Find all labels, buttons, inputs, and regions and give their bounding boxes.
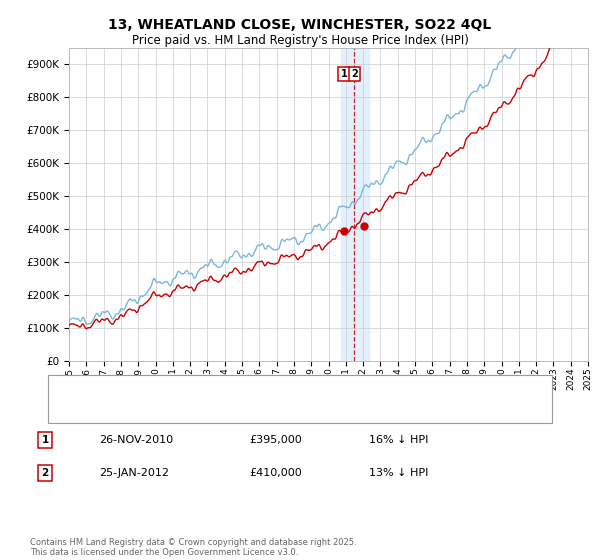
Text: 1: 1	[341, 69, 347, 79]
Text: 16% ↓ HPI: 16% ↓ HPI	[369, 435, 428, 445]
Text: Price paid vs. HM Land Registry's House Price Index (HPI): Price paid vs. HM Land Registry's House …	[131, 34, 469, 46]
Text: 13% ↓ HPI: 13% ↓ HPI	[369, 468, 428, 478]
Text: 13, WHEATLAND CLOSE, WINCHESTER, SO22 4QL: 13, WHEATLAND CLOSE, WINCHESTER, SO22 4Q…	[109, 18, 491, 32]
Text: ─────: ─────	[63, 385, 92, 395]
Text: 2: 2	[351, 69, 358, 79]
Text: £395,000: £395,000	[249, 435, 302, 445]
Text: ─────: ─────	[63, 407, 92, 417]
Text: Contains HM Land Registry data © Crown copyright and database right 2025.
This d: Contains HM Land Registry data © Crown c…	[30, 538, 356, 557]
Text: HPI: Average price, detached house, Winchester: HPI: Average price, detached house, Winc…	[93, 407, 344, 417]
Text: 26-NOV-2010: 26-NOV-2010	[99, 435, 173, 445]
Bar	[341, 48, 369, 361]
Text: 25-JAN-2012: 25-JAN-2012	[99, 468, 169, 478]
Text: 1: 1	[41, 435, 49, 445]
Text: 13, WHEATLAND CLOSE, WINCHESTER, SO22 4QL (detached house): 13, WHEATLAND CLOSE, WINCHESTER, SO22 4Q…	[93, 385, 445, 395]
Text: 2: 2	[41, 468, 49, 478]
Text: £410,000: £410,000	[249, 468, 302, 478]
